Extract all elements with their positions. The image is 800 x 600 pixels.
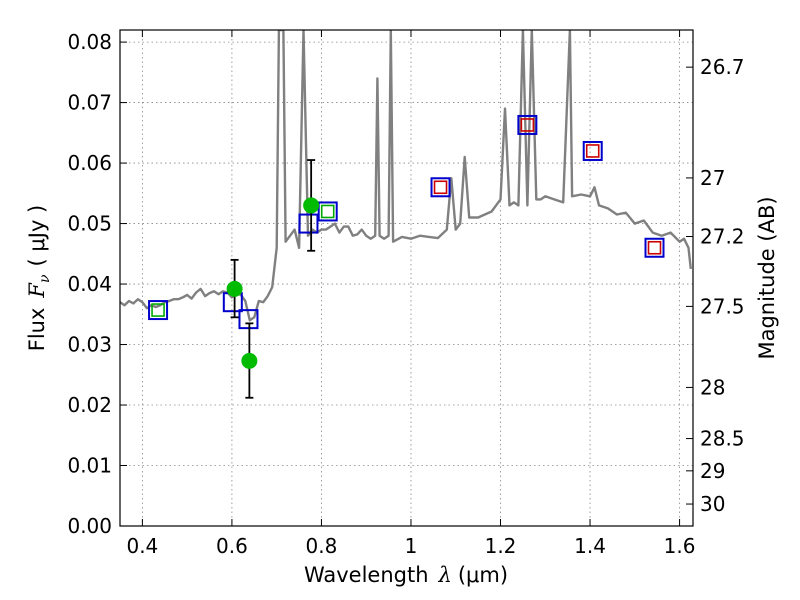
y-tick-label: 0.06 <box>67 151 112 175</box>
y-tick-label: 0.02 <box>67 393 112 417</box>
model-photometry-square <box>148 300 169 321</box>
plot-frame <box>119 29 694 527</box>
detection-point <box>303 197 320 214</box>
sed-model-line <box>120 30 692 322</box>
model-photometry-square <box>644 237 665 258</box>
y2-tick-label: 27 <box>700 166 725 190</box>
y2-tick-label: 27.5 <box>700 294 745 318</box>
x-tick-label: 0.4 <box>126 534 158 558</box>
y-tick-label: 0.01 <box>67 454 112 478</box>
series-layer <box>120 30 692 322</box>
x-tick-label: 0.8 <box>306 534 338 558</box>
y2-tick-label: 30 <box>700 492 725 516</box>
y2-tick-label: 28 <box>700 375 725 399</box>
ticks: 0.4 0.6 0.8 1 1.2 1.4 1.6 0.00 0.01 0.02 0.03 0.04 0… <box>67 30 745 558</box>
x-tick-label: 1.4 <box>574 534 606 558</box>
grid <box>120 30 693 527</box>
y-tick-label: 0.07 <box>67 91 112 115</box>
observed-square <box>320 204 335 219</box>
y-axis-label: FluxFν( μJy ) <box>25 205 53 351</box>
x-tick-label: 1.6 <box>664 534 696 558</box>
x-tick-label: 1.2 <box>485 534 517 558</box>
observed-square <box>433 180 448 195</box>
y2-tick-label: 28.5 <box>700 427 745 451</box>
x-tick-label: 1 <box>405 534 418 558</box>
model-photometry-square <box>582 140 603 161</box>
y2-tick-label: 29 <box>700 459 725 483</box>
x-tick-label: 0.6 <box>216 534 248 558</box>
model-photometry-square <box>298 213 319 234</box>
y-tick-label: 0.05 <box>67 212 112 236</box>
observed-square <box>520 118 535 132</box>
model-photometry-square <box>317 201 338 222</box>
y2-tick-label: 27.2 <box>700 224 745 248</box>
y-tick-label: 0.04 <box>67 272 112 296</box>
detection-point <box>241 352 258 369</box>
x-axis-label: Wavelength λ (μm) <box>304 563 508 587</box>
points-layer <box>148 114 665 399</box>
observed-square <box>585 144 600 158</box>
y2-axis-label: Magnitude (AB) <box>755 196 779 359</box>
observed-square <box>151 303 165 317</box>
y-tick-label: 0.08 <box>67 30 112 54</box>
model-photometry-square <box>430 177 451 198</box>
plot-background <box>120 30 693 526</box>
model-photometry-square <box>517 114 538 135</box>
detection-point <box>226 280 243 297</box>
observed-square <box>647 240 662 255</box>
y-tick-label: 0.00 <box>67 514 112 538</box>
y2-tick-label: 26.7 <box>700 55 745 79</box>
y-tick-label: 0.03 <box>67 333 112 357</box>
